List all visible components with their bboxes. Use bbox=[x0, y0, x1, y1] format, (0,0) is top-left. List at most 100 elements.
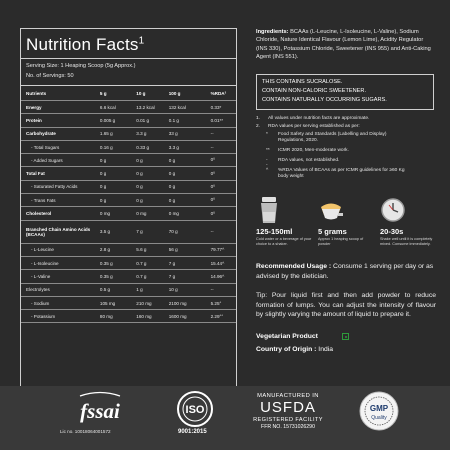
nutrient-name: - Sodium bbox=[21, 296, 98, 311]
value-100g: 70 g bbox=[166, 220, 209, 244]
fssai-license: Lic no. 10018064001572 bbox=[60, 429, 111, 434]
nutrient-name: Energy bbox=[21, 100, 98, 115]
nutrition-facts-box: Nutrition Facts1 Serving Size: 1 Heaping… bbox=[20, 28, 237, 387]
value-10g: 13.2 kcal bbox=[134, 100, 167, 115]
table-row: - L-Leucine 2.8 g 5.6 g 56 g 79.77^ bbox=[21, 243, 236, 257]
value-10g: 7 g bbox=[134, 220, 167, 244]
value-rda: 0⁰ bbox=[208, 193, 236, 208]
value-10g: 5.6 g bbox=[134, 243, 167, 257]
value-10g: 0 g bbox=[134, 166, 167, 181]
value-10g: 0.7 g bbox=[134, 269, 167, 284]
value-10g: 0.33 g bbox=[134, 140, 167, 155]
value-5g: 2.8 g bbox=[97, 243, 135, 257]
iso-standard: 9001:2015 bbox=[178, 429, 207, 435]
value-10g: 0.7 g bbox=[134, 256, 167, 271]
serving-size: Serving Size: 1 Heaping Scoop (5g Approx… bbox=[26, 63, 136, 69]
value-10g: 1 g bbox=[134, 283, 167, 297]
value-100g: 1600 mg bbox=[166, 309, 209, 324]
nutrient-name: - L-Isoleucine bbox=[21, 256, 98, 271]
value-5g: 0 mg bbox=[97, 206, 135, 221]
divider bbox=[21, 85, 236, 86]
value-rda: 0⁰ bbox=[208, 180, 236, 195]
value-rda: 79.77^ bbox=[208, 243, 236, 257]
value-rda: -- bbox=[208, 220, 236, 244]
value-100g: 7 g bbox=[166, 269, 209, 284]
svg-text:fssai: fssai bbox=[80, 399, 120, 423]
table-row: - Potassium 80 mg 160 mg 1600 mg 2.29°° bbox=[21, 309, 236, 324]
nutrient-name: - L-Leucine bbox=[21, 243, 98, 257]
value-100g: 0 mg bbox=[166, 206, 209, 221]
value-10g: 0 mg bbox=[134, 206, 167, 221]
value-5g: 0.005 g bbox=[97, 113, 135, 128]
column-header: %RDA² bbox=[208, 87, 236, 101]
column-header: 5 g bbox=[97, 87, 135, 101]
usage-steps: 125-150ml Cold water or a beverage of yo… bbox=[256, 196, 436, 248]
value-5g: 80 mg bbox=[97, 309, 135, 324]
servings-count: No. of Servings: 50 bbox=[26, 73, 74, 79]
certifications-footer: fssai Lic no. 10018064001572 ISO 9001:20… bbox=[0, 386, 450, 450]
nutrient-name: Total Fat bbox=[21, 166, 98, 181]
value-100g: 7 g bbox=[166, 256, 209, 271]
value-10g: 3.3 g bbox=[134, 127, 167, 141]
scoop-icon bbox=[321, 203, 343, 220]
nutrient-name: - Added Sugars bbox=[21, 153, 98, 168]
value-5g: 3.5 g bbox=[97, 220, 135, 244]
value-rda: 15.44^ bbox=[208, 256, 236, 271]
value-rda: -- bbox=[208, 283, 236, 297]
value-5g: 0.35 g bbox=[97, 256, 135, 271]
value-5g: 0 g bbox=[97, 180, 135, 195]
value-10g: 0 g bbox=[134, 180, 167, 195]
table-row: Cholesterol 0 mg 0 mg 0 mg 0⁰ bbox=[21, 206, 236, 221]
table-row: Protein 0.005 g 0.01 g 0.1 g 0.01** bbox=[21, 113, 236, 128]
value-10g: 0.01 g bbox=[134, 113, 167, 128]
fssai-logo: fssai bbox=[79, 391, 121, 423]
warning-line: CONTAIN NON-CALORIC SWEETENER. bbox=[262, 88, 367, 94]
value-100g: 3.3 g bbox=[166, 140, 209, 155]
divider bbox=[21, 58, 236, 59]
value-rda: 0.33* bbox=[208, 100, 236, 115]
shaker-icon bbox=[261, 197, 277, 223]
value-rda: -- bbox=[208, 140, 236, 155]
svg-text:Quality: Quality bbox=[371, 415, 387, 421]
value-5g: 0.16 g bbox=[97, 140, 135, 155]
table-header-row: Nutrients 5 g 10 g 100 g %RDA² bbox=[21, 87, 236, 101]
warning-line: CONTAINS NATURALLY OCCURRING SUGARS. bbox=[262, 97, 387, 103]
column-header: Nutrients bbox=[21, 87, 98, 101]
value-5g: 1.65 g bbox=[97, 127, 135, 141]
value-100g: 0 g bbox=[166, 166, 209, 181]
value-100g: 0 g bbox=[166, 180, 209, 195]
recommended-usage: Recommended Usage : Consume 1 serving pe… bbox=[256, 263, 434, 280]
value-100g: 132 kcal bbox=[166, 100, 209, 115]
value-5g: 6.6 kcal bbox=[97, 100, 135, 115]
value-rda: 0⁰ bbox=[208, 166, 236, 181]
column-header: 10 g bbox=[134, 87, 167, 101]
veg-symbol-icon bbox=[342, 333, 349, 340]
nutrient-name: - Saturated Fatty Acids bbox=[21, 180, 98, 195]
svg-text:GMP: GMP bbox=[370, 404, 389, 413]
value-10g: 0 g bbox=[134, 153, 167, 168]
clock-icon bbox=[381, 198, 405, 222]
value-100g: 56 g bbox=[166, 243, 209, 257]
value-rda: 2.29°° bbox=[208, 309, 236, 324]
table-row: - Sodium 105 mg 210 mg 2100 mg 5.25° bbox=[21, 296, 236, 311]
country-of-origin: Country of Origin : India bbox=[256, 346, 334, 353]
value-rda: -- bbox=[208, 127, 236, 141]
value-5g: 0.5 g bbox=[97, 283, 135, 297]
nutrient-name: - L-Valine bbox=[21, 269, 98, 284]
nutrient-name: - Total Sugars bbox=[21, 140, 98, 155]
value-5g: 0.35 g bbox=[97, 269, 135, 284]
value-rda: 0⁰ bbox=[208, 206, 236, 221]
nutrient-name: Carbohydrate bbox=[21, 127, 98, 141]
vegetarian-label: Vegetarian Product bbox=[256, 333, 318, 340]
value-rda: 14.96^ bbox=[208, 269, 236, 284]
ingredients: Ingredients: BCAAs (L-Leucine, L-Isoleuc… bbox=[256, 29, 431, 60]
nutrition-facts-title: Nutrition Facts1 bbox=[26, 35, 145, 54]
